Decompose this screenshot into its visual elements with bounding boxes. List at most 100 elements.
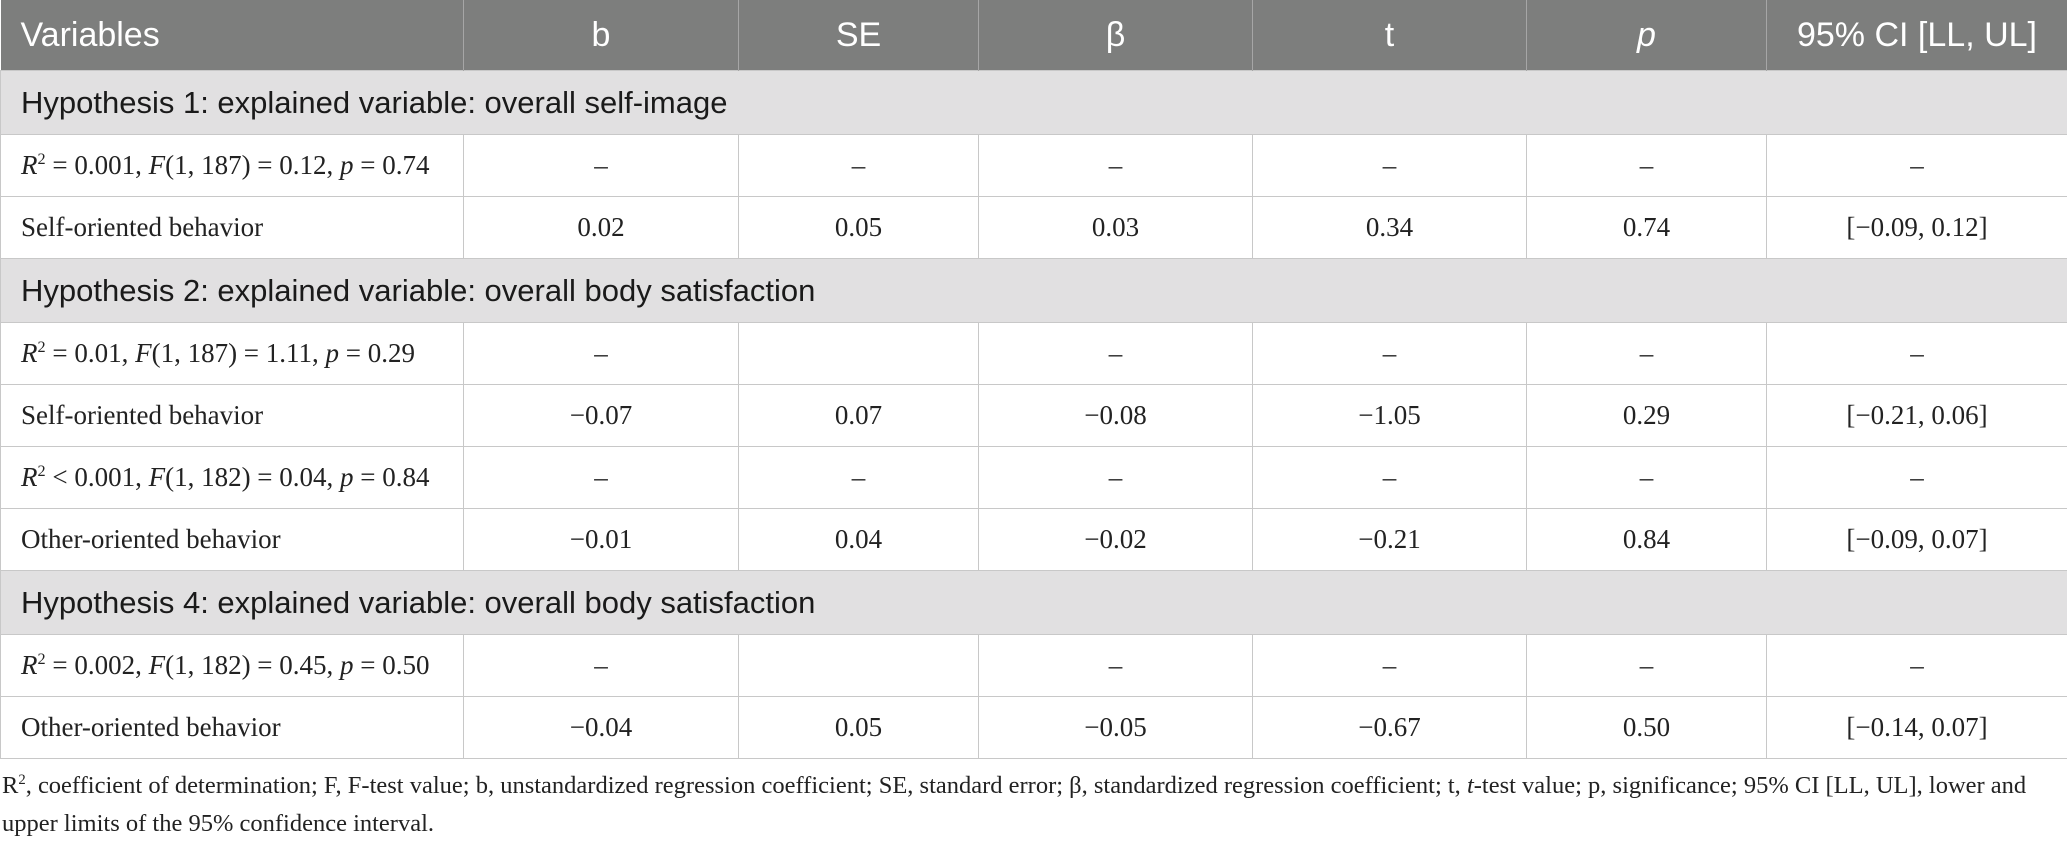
cell-t: –	[1252, 634, 1527, 697]
section-row-hypothesis-4: Hypothesis 4: explained variable: overal…	[0, 570, 2067, 635]
cell-beta: −0.02	[978, 508, 1253, 571]
model-summary-cell: R2 = 0.001, F(1, 187) = 0.12, p = 0.74	[0, 134, 464, 197]
cell-ci: –	[1766, 634, 2067, 697]
r2-value: = 0.001,	[45, 150, 149, 180]
section-row-hypothesis-1: Hypothesis 1: explained variable: overal…	[0, 70, 2067, 135]
table-row-predictor: Self-oriented behavior 0.02 0.05 0.03 0.…	[0, 196, 2067, 259]
cell-ci: –	[1766, 322, 2067, 385]
cell-se: –	[738, 134, 979, 197]
table-row-model: R2 = 0.001, F(1, 187) = 0.12, p = 0.74 –…	[0, 134, 2067, 197]
header-ci: 95% CI [LL, UL]	[1766, 0, 2067, 71]
cell-p: 0.50	[1526, 696, 1767, 759]
section-title: Hypothesis 4: explained variable: overal…	[0, 570, 2067, 635]
p-symbol: p	[340, 150, 354, 180]
p-value: = 0.84	[353, 462, 430, 492]
cell-t: −1.05	[1252, 384, 1527, 447]
cell-beta: 0.03	[978, 196, 1253, 259]
cell-p: 0.84	[1526, 508, 1767, 571]
cell-p: 0.74	[1526, 196, 1767, 259]
header-p-label: p	[1637, 15, 1656, 54]
regression-table: Variables b SE β t p 95% CI [LL, UL] Hyp…	[0, 0, 2067, 759]
p-value: = 0.29	[339, 338, 416, 368]
cell-b: –	[463, 634, 739, 697]
header-b: b	[463, 0, 739, 71]
cell-b: –	[463, 446, 739, 509]
cell-p: 0.29	[1526, 384, 1767, 447]
f-symbol: F	[148, 650, 166, 680]
cell-ci: [−0.09, 0.12]	[1766, 196, 2067, 259]
model-summary-cell: R2 = 0.002, F(1, 182) = 0.45, p = 0.50	[0, 634, 464, 697]
cell-ci: –	[1766, 134, 2067, 197]
cell-t: −0.21	[1252, 508, 1527, 571]
section-row-hypothesis-2: Hypothesis 2: explained variable: overal…	[0, 258, 2067, 323]
cell-p: –	[1526, 134, 1767, 197]
footnote-r-superscript: 2	[18, 771, 26, 788]
table-row-predictor: Other-oriented behavior −0.04 0.05 −0.05…	[0, 696, 2067, 759]
cell-se: 0.07	[738, 384, 979, 447]
p-symbol: p	[340, 650, 354, 680]
cell-b: −0.07	[463, 384, 739, 447]
cell-b: −0.04	[463, 696, 739, 759]
p-symbol: p	[340, 462, 354, 492]
f-value: (1, 187) = 1.11,	[151, 338, 326, 368]
cell-t: –	[1252, 134, 1527, 197]
r2-superscript: 2	[37, 150, 46, 168]
header-beta: β	[978, 0, 1253, 71]
cell-ci: –	[1766, 446, 2067, 509]
cell-t: –	[1252, 446, 1527, 509]
p-symbol: p	[325, 338, 340, 368]
f-symbol: F	[135, 338, 152, 368]
r2-superscript: 2	[37, 462, 46, 480]
cell-p: –	[1526, 634, 1767, 697]
footnote-t-italic: t	[1466, 772, 1474, 799]
cell-b: 0.02	[463, 196, 739, 259]
cell-se: 0.04	[738, 508, 979, 571]
cell-beta: –	[978, 322, 1253, 385]
r2-value: = 0.002,	[45, 650, 149, 680]
r2-symbol: R	[21, 338, 38, 368]
table-row-model: R2 = 0.01, F(1, 187) = 1.11, p = 0.29 – …	[0, 322, 2067, 385]
predictor-label: Other-oriented behavior	[0, 508, 464, 571]
cell-se: 0.05	[738, 196, 979, 259]
model-summary-cell: R2 < 0.001, F(1, 182) = 0.04, p = 0.84	[0, 446, 464, 509]
model-summary-cell: R2 = 0.01, F(1, 187) = 1.11, p = 0.29	[0, 322, 464, 385]
cell-se	[738, 634, 979, 697]
cell-ci: [−0.09, 0.07]	[1766, 508, 2067, 571]
footnote-r-symbol: R	[2, 772, 19, 799]
table-row-predictor: Other-oriented behavior −0.01 0.04 −0.02…	[0, 508, 2067, 571]
cell-b: –	[463, 322, 739, 385]
header-t: t	[1252, 0, 1527, 71]
cell-se: 0.05	[738, 696, 979, 759]
table-row-model: R2 < 0.001, F(1, 182) = 0.04, p = 0.84 –…	[0, 446, 2067, 509]
section-title: Hypothesis 2: explained variable: overal…	[0, 258, 2067, 323]
f-symbol: F	[148, 462, 166, 492]
section-title: Hypothesis 1: explained variable: overal…	[0, 70, 2067, 135]
table-row-model: R2 = 0.002, F(1, 182) = 0.45, p = 0.50 –…	[0, 634, 2067, 697]
cell-t: –	[1252, 322, 1527, 385]
cell-p: –	[1526, 322, 1767, 385]
predictor-label: Other-oriented behavior	[0, 696, 464, 759]
predictor-label: Self-oriented behavior	[0, 196, 464, 259]
header-p: p	[1526, 0, 1767, 71]
cell-b: –	[463, 134, 739, 197]
cell-t: 0.34	[1252, 196, 1527, 259]
table-row-predictor: Self-oriented behavior −0.07 0.07 −0.08 …	[0, 384, 2067, 447]
cell-p: –	[1526, 446, 1767, 509]
f-value: (1, 182) = 0.45,	[165, 650, 341, 680]
cell-se	[738, 322, 979, 385]
r2-symbol: R	[21, 150, 38, 180]
f-value: (1, 187) = 0.12,	[165, 150, 341, 180]
r2-value: = 0.01,	[45, 338, 136, 368]
footnote-text-part2: -test value; p, significance; 95% CI [LL…	[2, 772, 2027, 837]
cell-beta: –	[978, 634, 1253, 697]
cell-t: −0.67	[1252, 696, 1527, 759]
header-variables: Variables	[0, 0, 464, 71]
r2-superscript: 2	[37, 650, 46, 668]
predictor-label: Self-oriented behavior	[0, 384, 464, 447]
cell-b: −0.01	[463, 508, 739, 571]
cell-beta: −0.05	[978, 696, 1253, 759]
cell-beta: –	[978, 446, 1253, 509]
footnote-text-part1: , coefficient of determination; F, F-tes…	[25, 772, 1467, 799]
r2-symbol: R	[21, 650, 38, 680]
p-value: = 0.50	[353, 650, 430, 680]
